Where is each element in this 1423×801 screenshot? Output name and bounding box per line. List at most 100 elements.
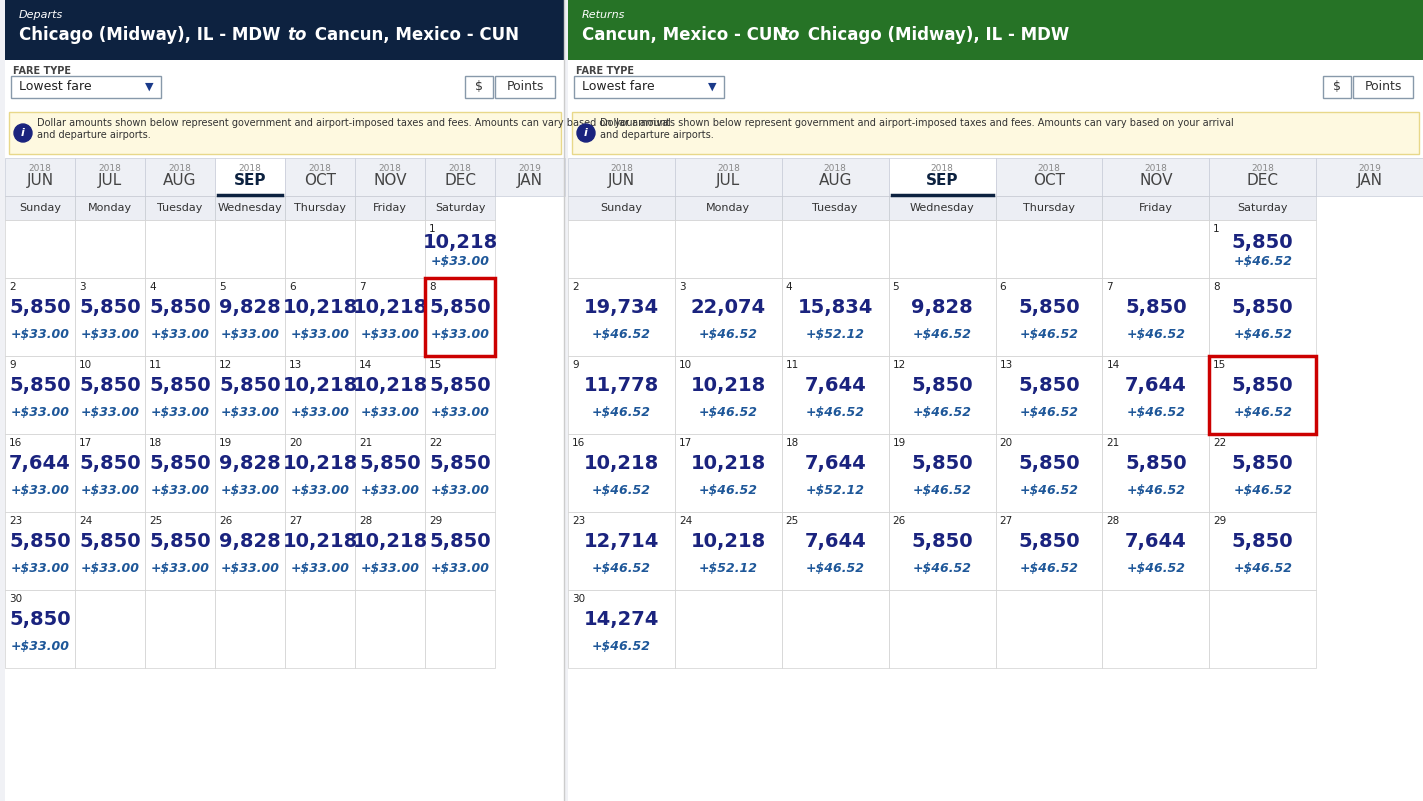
Text: 2018: 2018 <box>168 164 192 173</box>
Text: 2018: 2018 <box>1037 164 1060 173</box>
Text: and departure airports.: and departure airports. <box>37 130 151 140</box>
Text: +$46.52: +$46.52 <box>1234 562 1292 574</box>
Text: 6: 6 <box>289 282 296 292</box>
Text: +$33.00: +$33.00 <box>81 562 139 574</box>
Bar <box>6 0 565 801</box>
Bar <box>215 356 285 434</box>
Bar <box>215 434 285 512</box>
Text: +$46.52: +$46.52 <box>912 562 972 574</box>
Bar <box>6 512 75 590</box>
Text: 10,218: 10,218 <box>282 376 357 395</box>
Text: 12,714: 12,714 <box>583 532 659 551</box>
Text: 5,850: 5,850 <box>911 532 973 551</box>
Bar <box>1316 158 1423 196</box>
Text: 19: 19 <box>892 438 906 448</box>
Bar <box>568 512 675 590</box>
Text: +$33.00: +$33.00 <box>221 405 279 419</box>
Text: Points: Points <box>507 80 544 94</box>
Bar <box>996 590 1103 668</box>
Bar <box>1210 220 1316 278</box>
Bar <box>568 220 675 278</box>
Text: 4: 4 <box>149 282 155 292</box>
Bar <box>675 590 781 668</box>
Text: 5,850: 5,850 <box>80 376 141 395</box>
Text: 12: 12 <box>219 360 232 370</box>
Text: 5,850: 5,850 <box>911 454 973 473</box>
Bar <box>1103 220 1210 278</box>
Bar <box>425 220 495 278</box>
Text: $: $ <box>1333 80 1340 94</box>
Text: 7,644: 7,644 <box>1126 532 1187 551</box>
Bar <box>75 434 145 512</box>
Text: 9,828: 9,828 <box>219 532 280 551</box>
Text: JAN: JAN <box>517 173 544 188</box>
Text: +$33.00: +$33.00 <box>431 256 490 268</box>
Text: 2018: 2018 <box>379 164 401 173</box>
Bar <box>354 512 425 590</box>
Bar <box>285 196 354 220</box>
Bar <box>781 356 888 434</box>
Bar <box>75 590 145 668</box>
Text: 16: 16 <box>9 438 23 448</box>
Text: 14: 14 <box>1106 360 1120 370</box>
Bar <box>573 76 724 98</box>
Text: +$46.52: +$46.52 <box>1019 484 1079 497</box>
Text: JUN: JUN <box>27 173 54 188</box>
Text: 11: 11 <box>149 360 162 370</box>
Text: 7: 7 <box>1106 282 1113 292</box>
Text: Cancun, Mexico - CUN: Cancun, Mexico - CUN <box>582 26 793 44</box>
Text: 24: 24 <box>679 516 692 526</box>
Text: 10,218: 10,218 <box>282 532 357 551</box>
Text: 29: 29 <box>1214 516 1227 526</box>
Bar <box>465 76 492 98</box>
Text: 3: 3 <box>80 282 85 292</box>
Bar <box>285 434 354 512</box>
Text: 29: 29 <box>428 516 443 526</box>
Text: 5,850: 5,850 <box>1232 298 1294 317</box>
Text: 5,850: 5,850 <box>1017 454 1080 473</box>
Text: Monday: Monday <box>706 203 750 213</box>
Bar <box>145 434 215 512</box>
Text: 27: 27 <box>999 516 1013 526</box>
Bar <box>285 220 354 278</box>
Text: +$46.52: +$46.52 <box>699 484 758 497</box>
Text: Dollar amounts shown below represent government and airport-imposed taxes and fe: Dollar amounts shown below represent gov… <box>37 118 670 128</box>
Text: Friday: Friday <box>373 203 407 213</box>
Text: 9,828: 9,828 <box>911 298 973 317</box>
Text: 5,850: 5,850 <box>430 298 491 317</box>
Bar <box>781 220 888 278</box>
Text: +$33.00: +$33.00 <box>221 562 279 574</box>
Text: Wednesday: Wednesday <box>218 203 282 213</box>
Text: 7,644: 7,644 <box>804 376 867 395</box>
Bar <box>781 590 888 668</box>
Text: DEC: DEC <box>1247 173 1279 188</box>
Text: +$33.00: +$33.00 <box>431 484 490 497</box>
Bar <box>1210 434 1316 512</box>
Text: 5,850: 5,850 <box>149 532 211 551</box>
Bar <box>354 590 425 668</box>
Text: 2018: 2018 <box>931 164 953 173</box>
Text: 20: 20 <box>999 438 1013 448</box>
Bar <box>425 278 495 356</box>
Text: 10,218: 10,218 <box>423 232 498 252</box>
Text: 5,850: 5,850 <box>1017 532 1080 551</box>
Bar <box>75 158 145 196</box>
Text: 10,218: 10,218 <box>690 532 766 551</box>
Bar <box>75 196 145 220</box>
Bar <box>675 512 781 590</box>
Text: +$46.52: +$46.52 <box>805 405 865 419</box>
Bar <box>1323 76 1350 98</box>
Bar <box>781 278 888 356</box>
Text: +$33.00: +$33.00 <box>431 405 490 419</box>
Text: ▼: ▼ <box>707 82 716 92</box>
Text: JUN: JUN <box>608 173 635 188</box>
Text: 2019: 2019 <box>518 164 541 173</box>
Text: Sunday: Sunday <box>601 203 642 213</box>
Text: 25: 25 <box>785 516 798 526</box>
Bar <box>425 512 495 590</box>
Text: 22,074: 22,074 <box>690 298 766 317</box>
Text: +$46.52: +$46.52 <box>912 405 972 419</box>
Text: 26: 26 <box>219 516 232 526</box>
Bar <box>1210 158 1316 196</box>
Bar <box>1210 512 1316 590</box>
